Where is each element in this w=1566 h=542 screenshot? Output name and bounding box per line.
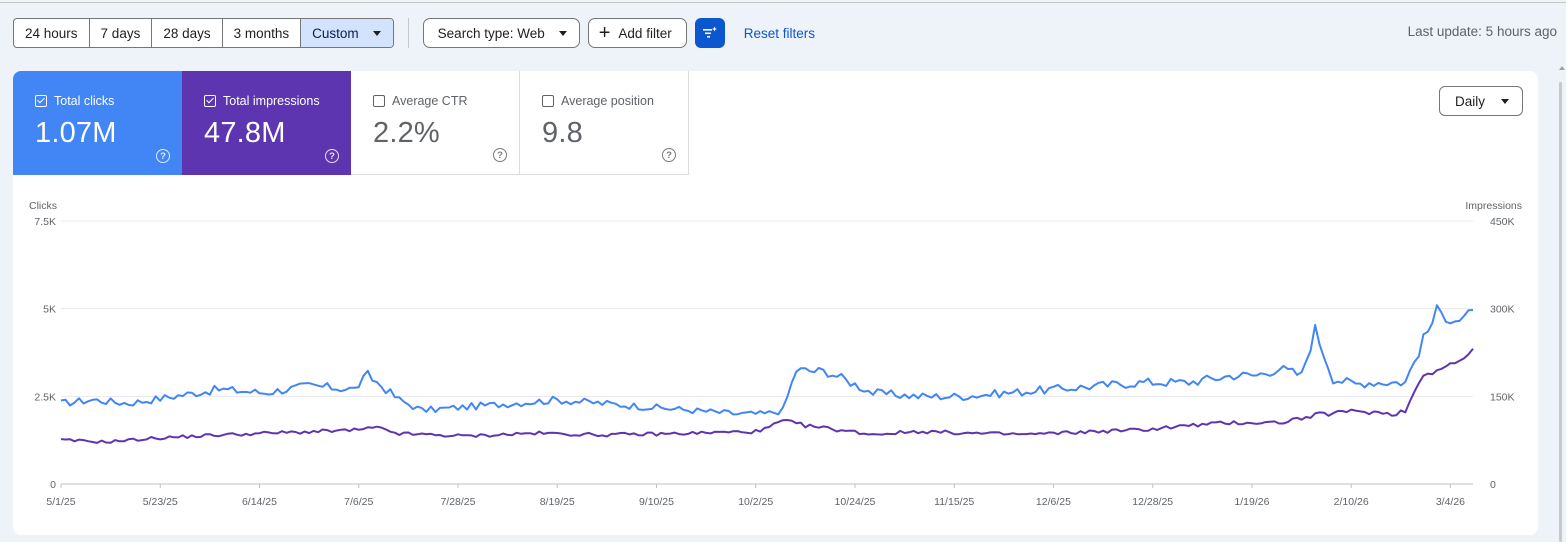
- range-24-hours[interactable]: 24 hours: [14, 19, 90, 47]
- date-range-selector: 24 hours 7 days 28 days 3 months Custom: [13, 18, 394, 48]
- checkbox-checked-icon[interactable]: [204, 95, 216, 107]
- metric-label: Total impressions: [223, 94, 320, 108]
- metric-average-position[interactable]: Average position 9.8 ?: [520, 71, 689, 175]
- checkbox-checked-icon[interactable]: [35, 95, 47, 107]
- left-tick-label: 5K: [43, 304, 56, 316]
- x-tick-label: 3/4/26: [1436, 496, 1465, 508]
- metric-label-row: Average CTR: [373, 94, 468, 108]
- x-tick-label: 11/15/25: [934, 496, 974, 508]
- x-tick-label: 2/10/26: [1334, 496, 1369, 508]
- help-circle-icon[interactable]: ?: [156, 149, 170, 163]
- left-axis: Clicks 0 2.5K 5K 7.5K: [29, 200, 57, 491]
- x-tick-label: 6/14/25: [242, 496, 277, 508]
- plus-icon: +: [598, 22, 611, 44]
- top-divider: [0, 2, 1566, 3]
- range-3-months[interactable]: 3 months: [223, 19, 302, 47]
- caret-down-icon: [558, 30, 567, 36]
- performance-card: Total clicks 1.07M ? Total impressions 4…: [13, 71, 1538, 535]
- x-tick-label: 8/19/25: [540, 496, 575, 508]
- filter-toolbar: 24 hours 7 days 28 days 3 months Custom …: [13, 18, 815, 48]
- chart-grid: [61, 220, 1473, 485]
- metric-label-row: Total clicks: [35, 94, 114, 108]
- add-filter-button[interactable]: + Add filter: [587, 18, 687, 48]
- right-tick-label: 300K: [1490, 304, 1515, 316]
- search-type-dropdown[interactable]: Search type: Web: [422, 18, 580, 48]
- x-tick-label: 7/6/25: [344, 496, 373, 508]
- metric-label-row: Total impressions: [204, 94, 320, 108]
- right-tick-label: 450K: [1490, 216, 1515, 228]
- x-tick-label: 1/19/26: [1234, 496, 1269, 508]
- x-tick-label: 9/10/25: [639, 496, 674, 508]
- metric-total-impressions[interactable]: Total impressions 47.8M ?: [182, 71, 351, 175]
- scrollbar-thumb[interactable]: [1559, 82, 1562, 542]
- impressions-series-line: [60, 348, 1474, 444]
- granularity-label: Daily: [1455, 93, 1486, 109]
- granularity-dropdown[interactable]: Daily: [1439, 86, 1523, 116]
- left-axis-title: Clicks: [29, 200, 57, 212]
- caret-down-icon: [1501, 98, 1510, 104]
- clicks-series-line: [60, 304, 1474, 416]
- metric-label-row: Average position: [542, 94, 654, 108]
- metric-value: 1.07M: [35, 117, 117, 149]
- last-update-text: Last update: 5 hours ago: [1407, 24, 1557, 39]
- chart-series: [60, 304, 1474, 444]
- x-tick-label: 12/28/25: [1132, 496, 1173, 508]
- metric-average-ctr[interactable]: Average CTR 2.2% ?: [351, 71, 520, 175]
- left-tick-label: 7.5K: [34, 216, 56, 228]
- metric-value: 9.8: [542, 117, 583, 149]
- toolbar-divider: [407, 18, 409, 48]
- search-type-label: Search type: Web: [437, 25, 545, 41]
- metric-value: 2.2%: [373, 117, 440, 149]
- right-axis: Impressions 0 150K 300K 450K: [1465, 200, 1522, 491]
- filter-suggestions-button[interactable]: [694, 18, 725, 48]
- filter-sparkle-icon: [702, 26, 717, 38]
- scroll-up-icon[interactable]: [1559, 66, 1565, 70]
- help-circle-icon[interactable]: ?: [325, 149, 339, 163]
- x-tick-label: 12/6/25: [1036, 496, 1071, 508]
- add-filter-label: Add filter: [618, 25, 672, 41]
- right-tick-label: 0: [1490, 479, 1496, 491]
- range-custom[interactable]: Custom: [301, 19, 393, 47]
- x-tick-label: 10/2/25: [738, 496, 773, 508]
- range-7-days[interactable]: 7 days: [90, 19, 153, 47]
- x-tick-label: 5/1/25: [46, 496, 75, 508]
- metric-value: 47.8M: [204, 117, 286, 149]
- left-tick-label: 0: [50, 479, 56, 491]
- right-tick-label: 150K: [1490, 391, 1515, 403]
- reset-filters-link[interactable]: Reset filters: [743, 25, 815, 41]
- metric-total-clicks[interactable]: Total clicks 1.07M ?: [13, 71, 182, 175]
- help-circle-icon[interactable]: ?: [662, 148, 676, 162]
- metric-label: Total clicks: [54, 94, 115, 108]
- checkbox-unchecked-icon[interactable]: [373, 95, 385, 107]
- metric-label: Average CTR: [392, 94, 468, 108]
- help-circle-icon[interactable]: ?: [493, 148, 507, 162]
- x-tick-label: 10/24/25: [835, 496, 876, 508]
- metric-label: Average position: [561, 94, 654, 108]
- x-axis: 5/1/25 5/23/25 6/14/25 7/6/25 7/28/25 8/19/25…: [46, 484, 1465, 508]
- performance-chart: Clicks 0 2.5K 5K 7.5K Impressions 0 150K 300K 45…: [29, 200, 1522, 508]
- range-28-days[interactable]: 28 days: [152, 19, 223, 47]
- checkbox-unchecked-icon[interactable]: [542, 95, 554, 107]
- caret-down-icon: [372, 30, 381, 36]
- right-axis-title: Impressions: [1465, 200, 1522, 212]
- left-tick-label: 2.5K: [34, 391, 56, 403]
- range-custom-label: Custom: [312, 25, 359, 41]
- x-tick-label: 7/28/25: [440, 496, 475, 508]
- page-scrollbar[interactable]: [1558, 66, 1566, 542]
- x-tick-label: 5/23/25: [143, 496, 178, 508]
